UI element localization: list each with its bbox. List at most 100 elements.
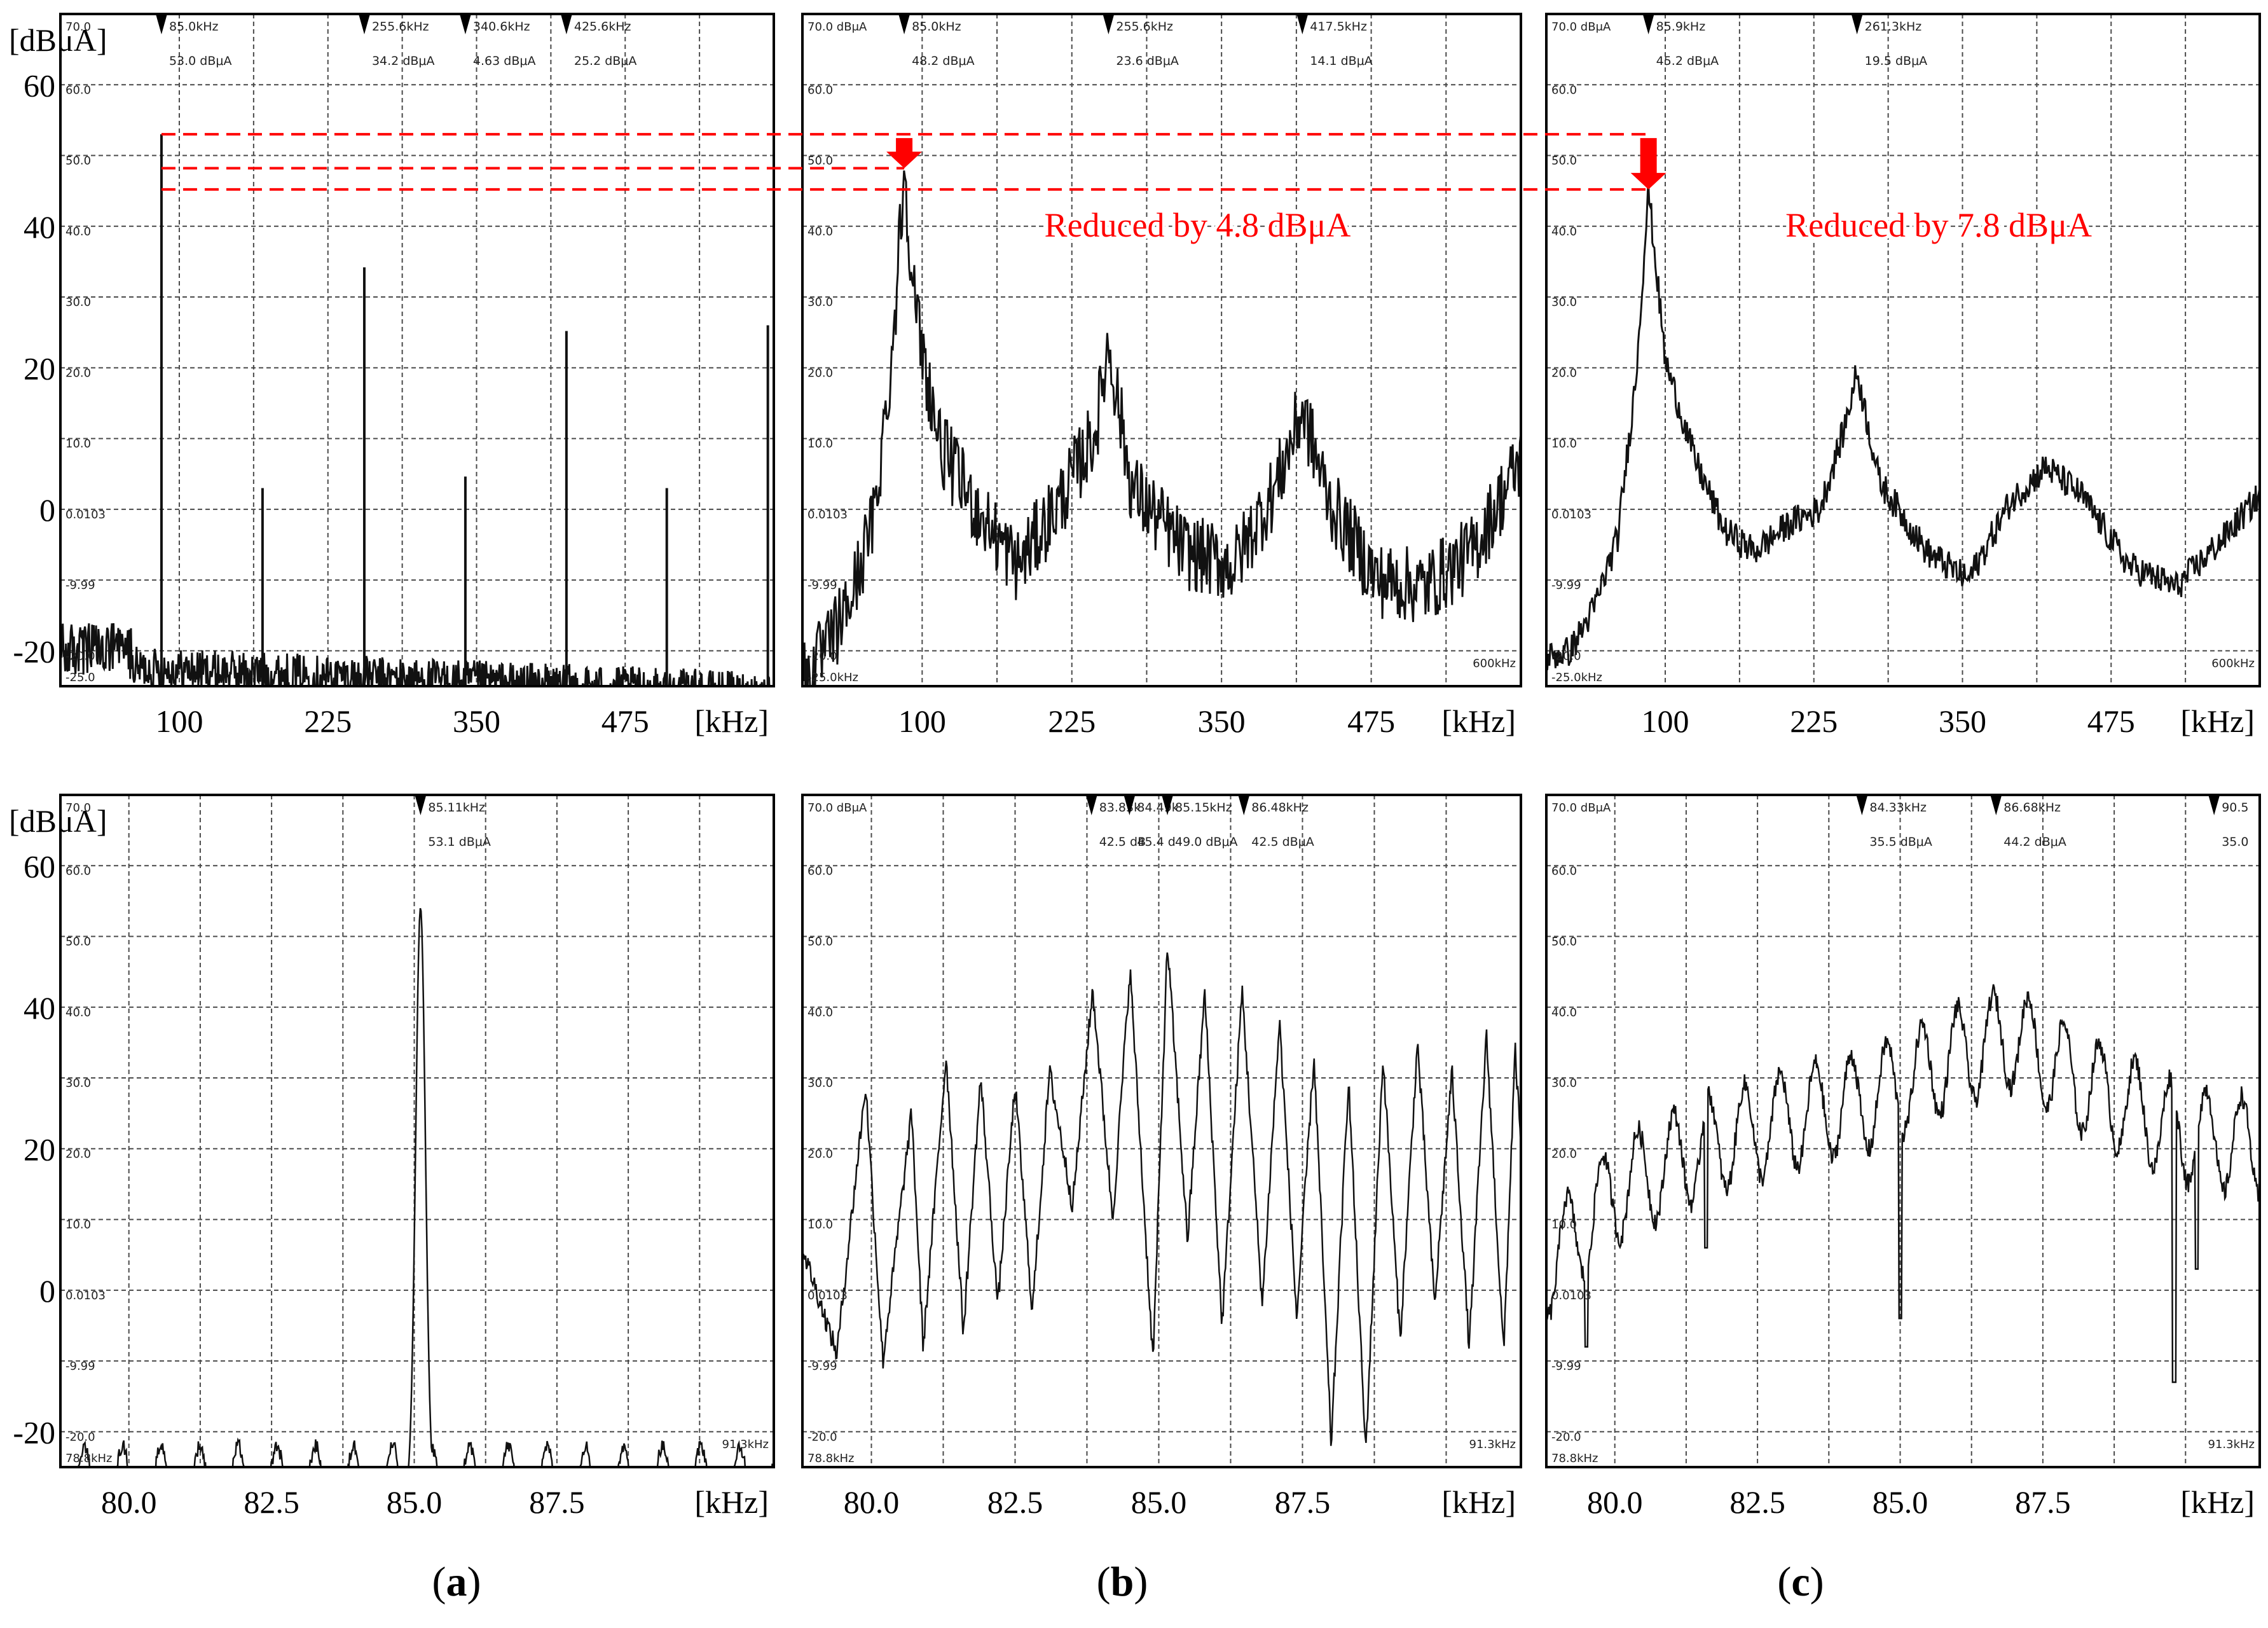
plot-frame — [1545, 794, 2261, 1468]
x-tick-label: 87.5 — [2015, 1484, 2071, 1520]
marker-level: 45.4 d — [1137, 835, 1175, 849]
marker-icon — [1238, 795, 1250, 815]
x-tick-label: 85.0 — [1131, 1484, 1187, 1520]
x-tick-label: 225 — [304, 703, 352, 739]
marker-freq: 86.68kHz — [2003, 801, 2061, 815]
plot-frame — [59, 794, 775, 1468]
marker-icon — [1851, 14, 1863, 34]
screen-scale-label: 20.0 — [1551, 366, 1577, 380]
screen-scale-label: 20.0 — [65, 366, 91, 380]
screen-scale-label: 60.0 — [65, 83, 91, 97]
y-tick-label: 20 — [24, 350, 55, 386]
marker-freq: 85.0kHz — [912, 20, 961, 34]
screen-scale-label: -9.99 — [65, 1360, 95, 1373]
screen-scale-label: -9.99 — [1551, 579, 1581, 592]
screen-scale-label: 20.0 — [808, 1147, 833, 1161]
marker-level: 42.5 dBμA — [1251, 835, 1314, 849]
series-trace — [77, 907, 774, 1467]
chart-b-zoom: 70.0 dBμA 60.0 50.0 40.0 30.0 20.0 10.0 0.0103 -… — [801, 794, 1522, 1520]
marker-icon — [1642, 14, 1654, 34]
screen-scale-label: 30.0 — [808, 1077, 833, 1090]
screen-start-label: 78.8kHz — [808, 1452, 855, 1465]
screen-scale-label: 40.0 — [808, 225, 833, 238]
marker-freq: 417.5kHz — [1310, 20, 1367, 34]
marker-icon — [358, 14, 370, 34]
annotation-c: Reduced by 7.8 dBμA — [1785, 206, 2092, 244]
screen-scale-label: 40.0 — [1551, 225, 1577, 238]
y-tick-label: 40 — [24, 990, 55, 1026]
marker-level: 48.2 dBμA — [912, 54, 975, 68]
x-axis-unit: [kHz] — [2180, 703, 2255, 739]
marker-icon — [2208, 795, 2220, 815]
screen-scale-label: 70.0 dBμA — [1551, 801, 1611, 815]
screen-scale-label: 70.0 dBμA — [808, 20, 867, 34]
marker-icon — [1103, 14, 1115, 34]
marker-level: 4.63 dBμA — [473, 54, 536, 68]
x-tick-label: 87.5 — [1275, 1484, 1331, 1520]
x-tick-label: 100 — [156, 703, 203, 739]
marker-freq: 255.6kHz — [372, 20, 429, 34]
screen-scale-label: 50.0 — [1551, 935, 1577, 949]
screen-scale-label: 10.0 — [1551, 1218, 1577, 1232]
screen-scale-label: -20.0 — [808, 649, 837, 663]
marker-icon — [898, 14, 911, 34]
screen-start-label: -25.0 — [65, 671, 95, 684]
x-tick-label: 82.5 — [987, 1484, 1043, 1520]
marker-freq: 83.83k — [1099, 801, 1141, 815]
screen-scale-label: -20.0 — [1551, 649, 1581, 663]
series-line — [1546, 984, 2260, 1383]
x-tick-label: 85.0 — [387, 1484, 443, 1520]
series-line — [77, 907, 774, 1467]
caption-c: (c) — [1777, 1559, 1824, 1605]
marker-icon — [155, 14, 167, 34]
screen-scale-label: 70.0 — [65, 20, 91, 34]
series-trace — [802, 952, 1521, 1446]
screen-scale-label: 40.0 — [65, 225, 91, 238]
marker-level: 53.1 dBμA — [428, 835, 491, 849]
x-tick-label: 350 — [1939, 703, 1986, 739]
screen-scale-label: 70.0 dBμA — [808, 801, 867, 815]
screen-start-label: 78.8kHz — [1551, 1452, 1598, 1465]
marker-freq: 85.9kHz — [1656, 20, 1706, 34]
marker-level: 35.5 dBμA — [1869, 835, 1932, 849]
marker-freq: 340.6kHz — [473, 20, 530, 34]
screen-scale-label: -20.0 — [808, 1430, 837, 1444]
screen-scale-label: 60.0 — [808, 864, 833, 878]
screen-stop-label: 91.3kHz — [722, 1438, 769, 1451]
marker-freq: 425.6kHz — [574, 20, 631, 34]
reduction-arrow-icon — [886, 138, 923, 169]
x-axis-unit: [kHz] — [694, 703, 769, 739]
y-tick-label: 60 — [24, 67, 55, 103]
series-line — [802, 170, 1521, 686]
screen-stop-label: 91.3kHz — [2208, 1438, 2255, 1451]
marker-level: 49.0 dBμA — [1175, 835, 1238, 849]
marker-level: 44.2 dBμA — [2003, 835, 2066, 849]
y-tick-label: -20 — [13, 633, 55, 669]
y-tick-label: 0 — [39, 492, 55, 528]
y-tick-label: 40 — [24, 209, 55, 245]
screen-scale-label: 0.0103 — [65, 508, 106, 521]
marker-icon — [1085, 795, 1097, 815]
screen-scale-label: 20.0 — [65, 1147, 91, 1161]
screen-scale-label: 30.0 — [1551, 296, 1577, 309]
screen-scale-label: -20.0 — [65, 1430, 95, 1444]
screen-stop-label: 91.3kHz — [1469, 1438, 1516, 1451]
screen-scale-label: 30.0 — [808, 296, 833, 309]
reduction-annotations: Reduced by 4.8 dBμA Reduced by 7.8 dBμA — [161, 133, 2095, 247]
screen-scale-label: 0.0103 — [1551, 508, 1591, 521]
y-axis-unit: [dBμA] — [9, 803, 107, 839]
marker-freq: 261.3kHz — [1865, 20, 1922, 34]
y-tick-label: -20 — [13, 1414, 55, 1450]
chart-c-wide: 70.0 dBμA 60.0 50.0 40.0 30.0 20.0 10.0 0.0103 -… — [1545, 13, 2261, 739]
screen-scale-label: 60.0 — [1551, 864, 1577, 878]
screen-scale-label: 10.0 — [808, 1218, 833, 1232]
marker-icon — [560, 14, 572, 34]
chart-a-zoom: 70.0 60.0 50.0 40.0 30.0 20.0 10.0 0.0103 -9.99 -… — [9, 794, 775, 1520]
x-tick-label: 80.0 — [101, 1484, 157, 1520]
marker-freq: 84.33kHz — [1869, 801, 1927, 815]
marker-level: 23.6 dBμA — [1116, 54, 1179, 68]
screen-scale-label: -20.0 — [1551, 1430, 1581, 1444]
screen-scale-label: 0.0103 — [1551, 1289, 1591, 1302]
